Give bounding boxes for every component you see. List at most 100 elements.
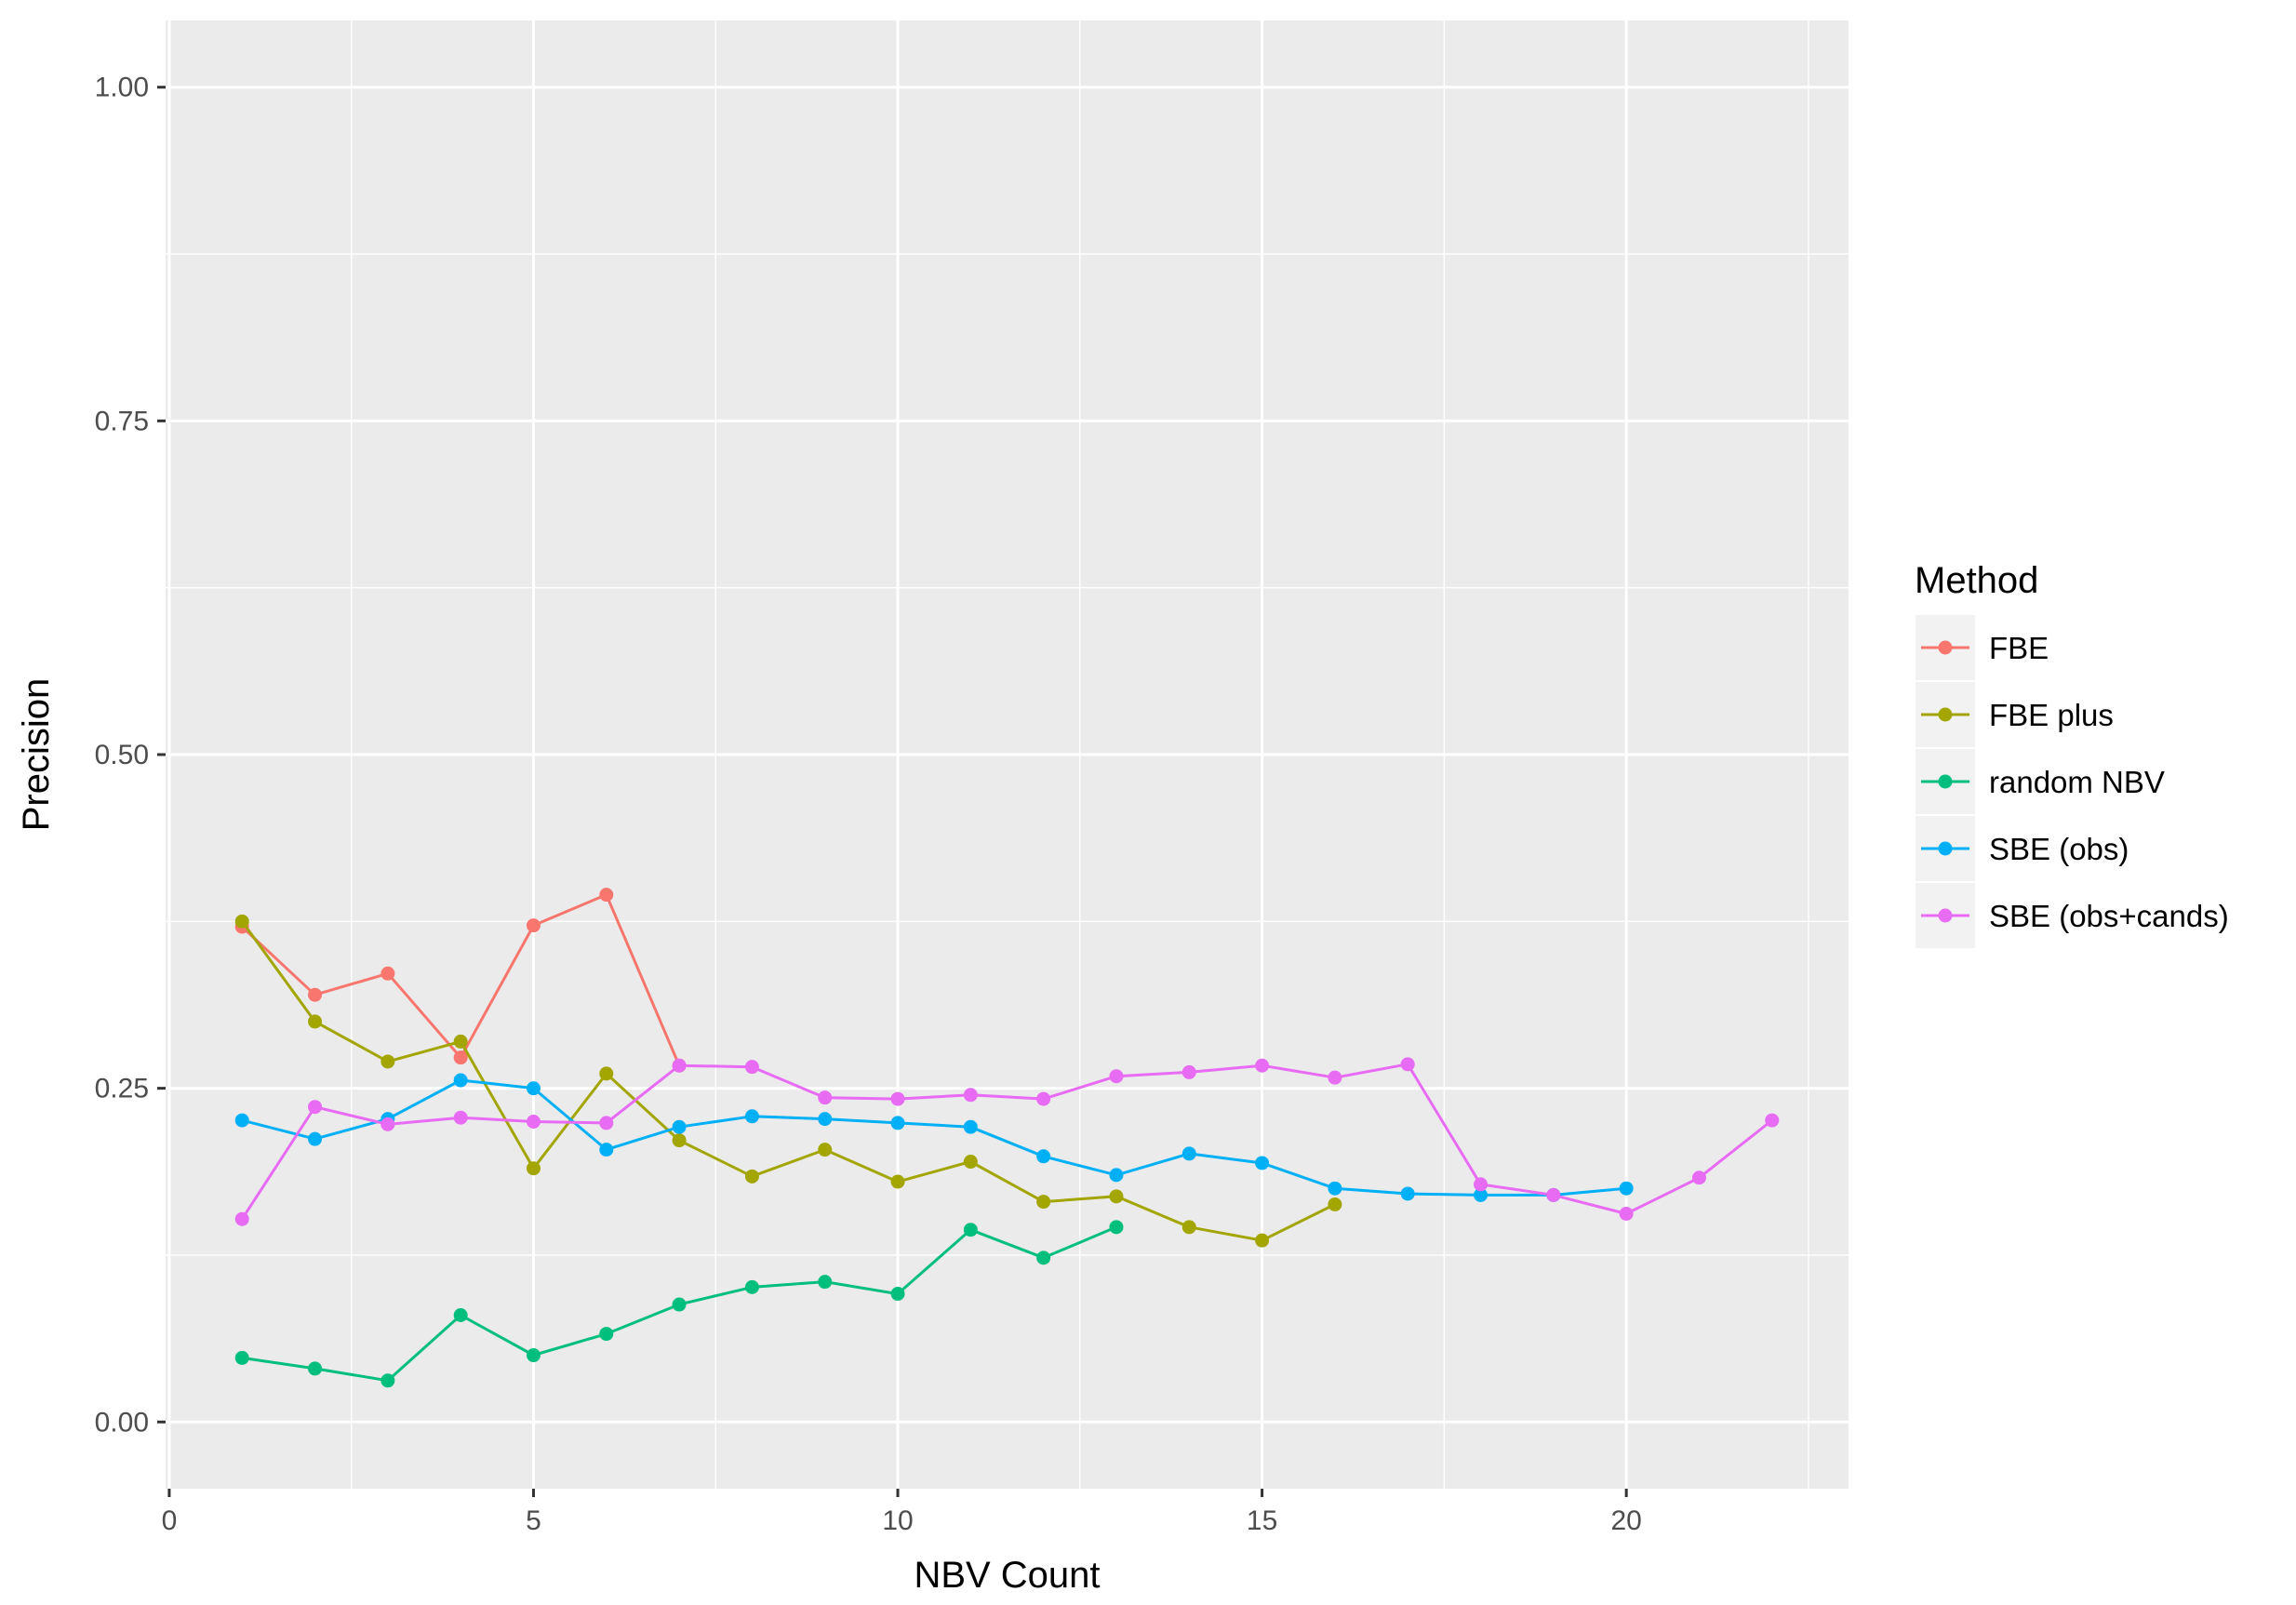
data-point-sbe-obs <box>526 1081 541 1096</box>
data-point-sbe-obs-cands <box>890 1091 905 1106</box>
data-point-sbe-obs-cands <box>1255 1058 1270 1073</box>
legend-key-point <box>1938 908 1953 923</box>
legend-label-random-nbv: random NBV <box>1989 765 2165 799</box>
legend-key-point <box>1938 841 1953 856</box>
y-tick-label: 0.75 <box>95 406 149 436</box>
data-point-fbe-plus <box>234 914 249 929</box>
data-point-random-nbv <box>308 1361 323 1376</box>
data-point-random-nbv <box>672 1297 687 1312</box>
series-line-fbe-plus <box>240 920 1336 1242</box>
x-tick-label: 0 <box>162 1505 178 1536</box>
data-point-sbe-obs-cands <box>818 1090 833 1105</box>
data-point-sbe-obs-cands <box>453 1110 468 1125</box>
y-axis-title: Precision <box>16 678 57 832</box>
x-tick-label: 5 <box>526 1505 541 1536</box>
legend-label-fbe-plus: FBE plus <box>1989 698 2114 732</box>
data-point-sbe-obs <box>1328 1181 1342 1196</box>
legend-label-sbe-obs-cands: SBE (obs+cands) <box>1989 899 2229 933</box>
data-point-sbe-obs <box>1474 1187 1488 1202</box>
data-point-sbe-obs-cands <box>380 1117 395 1131</box>
data-point-random-nbv <box>1109 1220 1124 1235</box>
data-point-fbe-plus <box>599 1066 614 1081</box>
data-point-fbe-plus <box>890 1174 905 1189</box>
data-point-fbe-plus <box>526 1161 541 1176</box>
data-point-random-nbv <box>380 1373 395 1388</box>
data-point-fbe <box>526 918 541 933</box>
data-point-sbe-obs-cands <box>1036 1091 1051 1106</box>
data-point-fbe-plus <box>1181 1220 1196 1235</box>
data-point-sbe-obs <box>599 1143 614 1157</box>
data-point-sbe-obs <box>1036 1149 1051 1164</box>
data-point-random-nbv <box>599 1327 614 1342</box>
data-point-fbe-plus <box>308 1014 323 1029</box>
data-point-fbe-plus <box>672 1133 687 1148</box>
data-point-sbe-obs-cands <box>1181 1064 1196 1079</box>
data-point-fbe-plus <box>818 1143 833 1157</box>
legend-key-point <box>1938 774 1953 789</box>
data-point-sbe-obs <box>818 1112 833 1127</box>
data-point-sbe-obs-cands <box>1328 1070 1342 1085</box>
data-point-random-nbv <box>963 1223 978 1237</box>
x-tick-label: 20 <box>1610 1505 1641 1536</box>
data-point-sbe-obs-cands <box>308 1100 323 1115</box>
data-point-sbe-obs <box>672 1119 687 1134</box>
data-point-sbe-obs-cands <box>672 1058 687 1073</box>
data-point-sbe-obs-cands <box>1109 1069 1124 1084</box>
data-point-fbe-plus <box>1036 1195 1051 1210</box>
data-point-random-nbv <box>453 1308 468 1323</box>
data-point-sbe-obs <box>234 1113 249 1128</box>
legend-key-point <box>1938 640 1953 655</box>
y-tick-label: 0.00 <box>95 1407 149 1438</box>
data-point-fbe-plus <box>380 1054 395 1069</box>
data-point-sbe-obs <box>1181 1146 1196 1161</box>
data-point-sbe-obs <box>308 1131 323 1146</box>
series-line-sbe-obs <box>241 1078 1627 1197</box>
data-point-sbe-obs-cands <box>234 1211 249 1226</box>
data-point-fbe-plus <box>1255 1233 1270 1248</box>
legend-title: Method <box>1915 560 2038 601</box>
data-point-sbe-obs <box>1255 1156 1270 1170</box>
data-point-sbe-obs <box>744 1109 759 1124</box>
data-point-sbe-obs-cands <box>599 1116 614 1130</box>
data-point-random-nbv <box>818 1275 833 1290</box>
data-point-fbe <box>599 888 614 903</box>
data-point-random-nbv <box>890 1287 905 1302</box>
data-point-sbe-obs-cands <box>526 1115 541 1129</box>
x-tick-label: 10 <box>882 1505 913 1536</box>
data-point-fbe-plus <box>1328 1197 1342 1211</box>
data-point-sbe-obs-cands <box>963 1088 978 1103</box>
data-point-sbe-obs-cands <box>1691 1170 1706 1185</box>
x-axis-title: NBV Count <box>914 1555 1100 1596</box>
data-point-sbe-obs <box>1400 1186 1415 1201</box>
data-point-fbe-plus <box>963 1155 978 1170</box>
data-point-sbe-obs-cands <box>1474 1177 1488 1192</box>
data-point-sbe-obs-cands <box>1400 1057 1415 1072</box>
legend-key-point <box>1938 707 1953 722</box>
data-point-fbe-plus <box>453 1034 468 1049</box>
data-point-sbe-obs <box>1619 1181 1634 1196</box>
data-point-random-nbv <box>526 1348 541 1363</box>
data-point-fbe <box>380 966 395 981</box>
data-point-sbe-obs-cands <box>744 1060 759 1075</box>
data-point-random-nbv <box>744 1279 759 1294</box>
data-point-sbe-obs <box>890 1116 905 1130</box>
data-point-fbe <box>308 987 323 1002</box>
data-point-random-nbv <box>234 1350 249 1365</box>
y-tick-label: 1.00 <box>95 73 149 103</box>
data-point-sbe-obs-cands <box>1619 1206 1634 1221</box>
data-point-random-nbv <box>1036 1251 1051 1265</box>
x-tick-label: 15 <box>1247 1505 1277 1536</box>
data-point-fbe-plus <box>1109 1189 1124 1204</box>
series-line-sbe-obs-cands <box>240 1063 1773 1221</box>
data-point-sbe-obs <box>1109 1168 1124 1183</box>
y-tick-label: 0.50 <box>95 740 149 770</box>
legend-label-fbe: FBE <box>1989 631 2049 665</box>
legend-label-sbe-obs: SBE (obs) <box>1989 832 2129 866</box>
data-point-fbe <box>453 1050 468 1065</box>
data-point-sbe-obs <box>963 1119 978 1134</box>
data-point-sbe-obs-cands <box>1765 1113 1780 1128</box>
y-tick-label: 0.25 <box>95 1074 149 1104</box>
data-point-sbe-obs <box>453 1073 468 1088</box>
